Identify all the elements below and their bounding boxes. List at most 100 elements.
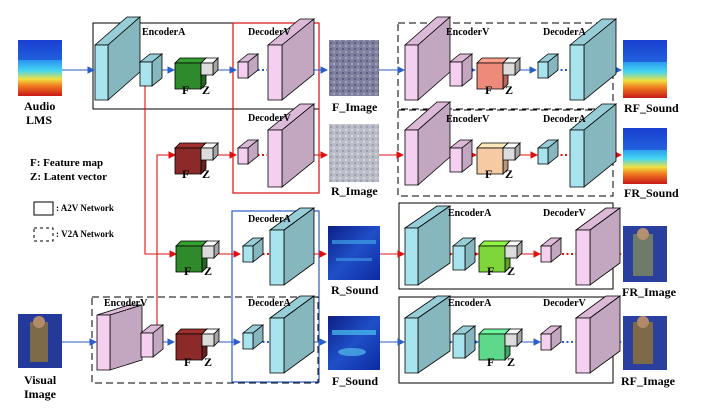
encoder-a-label-row1: EncoderA xyxy=(142,27,186,38)
encoder-v-label-row4: EncoderV xyxy=(104,298,148,309)
decoder-v-label-row2: DecoderV xyxy=(248,113,292,124)
decoder-a-block-rf-2 xyxy=(568,18,618,101)
legend-feature-map: F: Feature map xyxy=(30,157,103,169)
encoder-a-block-rfi-1 xyxy=(403,295,452,374)
decoder-a-block-rf-1 xyxy=(536,53,560,79)
encoder-v-block-1 xyxy=(96,304,143,371)
encoder-a-label-rfi: EncoderA xyxy=(448,298,492,309)
decoder-v-label-rfi: DecoderV xyxy=(543,298,587,309)
decoder-a-block-1 xyxy=(241,237,265,263)
v2a-bottom-box xyxy=(91,296,319,384)
decoder-v-red-box xyxy=(232,22,320,194)
decoder-v-block-fri-2 xyxy=(574,207,622,286)
decoder-v-block-2 xyxy=(266,18,316,101)
legend-latent-vector: Z: Latent vector xyxy=(30,171,107,183)
f-label-fr: F xyxy=(485,167,492,181)
legend-v2a-swatch xyxy=(33,227,54,242)
encoder-v-block-rf-1 xyxy=(403,16,452,101)
decoder-a-label-row3: DecoderA xyxy=(248,214,292,225)
z-label-rf: Z xyxy=(505,83,513,97)
r-image-label: R_Image xyxy=(331,184,378,198)
z-label-fri: Z xyxy=(507,264,515,278)
decoder-a-block-fr-2 xyxy=(568,103,618,188)
fz-row4-f-cube xyxy=(175,328,208,361)
f-image-picture xyxy=(329,40,379,96)
visual-image-label-2: Image xyxy=(24,387,57,401)
audio-lms-label-2: LMS xyxy=(26,113,52,127)
fz-rf-image-z-cube xyxy=(504,328,523,347)
legend-a2v-swatch xyxy=(33,201,54,216)
fz-row4-z-cube xyxy=(201,328,220,347)
fr-sound-label: FR_Sound xyxy=(624,186,679,200)
legend-a2v-network: : A2V Network xyxy=(56,203,114,213)
decoder-v-block-rfi-1 xyxy=(539,325,563,351)
f-label-fri: F xyxy=(487,264,494,278)
f-image-label: F_Image xyxy=(332,100,378,114)
rf-image-label: RF_Image xyxy=(621,374,676,388)
decoder-v-block-fri-1 xyxy=(539,237,563,263)
r-sound-picture xyxy=(328,226,380,280)
f-sound-label: F_Sound xyxy=(332,374,378,388)
rf-sound-label: RF_Sound xyxy=(624,101,679,115)
legend-v2a-network: : V2A Network xyxy=(56,229,114,239)
r-sound-label: R_Sound xyxy=(331,283,379,297)
encoder-v-block-2 xyxy=(139,324,165,358)
f-label-row3: F xyxy=(184,264,191,278)
encoder-a-block-1 xyxy=(93,16,142,101)
f-sound-picture xyxy=(328,316,380,370)
decoder-a-block-2 xyxy=(268,207,316,286)
decoder-v-label-row1: DecoderV xyxy=(248,27,292,38)
encoder-v-block-fr-2 xyxy=(448,139,474,173)
z-label-row3: Z xyxy=(204,264,212,278)
decoder-v-block-rfi-2 xyxy=(574,295,622,374)
fr-image-picture xyxy=(623,226,667,282)
encoder-v-block-fr-1 xyxy=(403,101,452,186)
encoder-v-label-fr: EncoderV xyxy=(446,114,490,125)
z-label-row1: Z xyxy=(202,83,210,97)
fr-sound-picture xyxy=(623,128,667,184)
r-image-picture xyxy=(329,124,379,182)
visual-image-label-1: Visual xyxy=(24,373,57,387)
fz-row2-z-cube xyxy=(200,142,219,161)
f-label-row1: F xyxy=(182,83,189,97)
f-label-row4: F xyxy=(184,355,191,369)
rf-image-picture xyxy=(623,316,667,370)
f-label-rfi: F xyxy=(487,355,494,369)
fr-image-label: FR_Image xyxy=(622,285,677,299)
audio-lms-label-1: Audio xyxy=(24,99,55,113)
encoder-a-block-2 xyxy=(138,53,164,87)
encoder-a-block-rfi-2 xyxy=(451,325,477,359)
encoder-a-block-fri-2 xyxy=(451,237,477,271)
z-label-fr: Z xyxy=(505,167,513,181)
decoder-a-label-row4: DecoderA xyxy=(248,298,292,309)
decoder-a-label-fr: DecoderA xyxy=(543,114,587,125)
decoder-v-block-4 xyxy=(266,103,316,188)
fz-fr-sound-z-cube xyxy=(502,142,521,161)
f-label-row2: F xyxy=(182,167,189,181)
rf-sound-picture xyxy=(623,40,667,98)
encoder-a-block-fri-1 xyxy=(403,205,452,286)
z-label-row4: Z xyxy=(204,355,212,369)
decoder-v-block-1 xyxy=(236,53,260,79)
fz-row3-z-cube xyxy=(201,240,220,259)
f-label-rf: F xyxy=(485,83,492,97)
encoder-v-block-rf-2 xyxy=(448,53,474,87)
encoder-a-label-fri: EncoderA xyxy=(448,208,492,219)
z-label-row2: Z xyxy=(202,167,210,181)
decoder-a-block-fr-1 xyxy=(536,139,560,165)
decoder-a-block-4 xyxy=(268,295,316,374)
encoder-v-label-rf: EncoderV xyxy=(446,27,490,38)
text-labels: EncoderA DecoderV DecoderV DecoderA Enco… xyxy=(24,27,679,401)
decoder-a-blue-box xyxy=(231,210,320,383)
fz-row1-z-cube xyxy=(200,57,219,76)
decoder-v-label-fri: DecoderV xyxy=(543,208,587,219)
fz-rf-sound-z-cube xyxy=(502,57,521,76)
audio-lms-image xyxy=(18,40,62,96)
z-label-rfi: Z xyxy=(507,355,515,369)
visual-image xyxy=(18,314,62,368)
decoder-a-block-3 xyxy=(241,324,265,350)
fz-fr-image-z-cube xyxy=(504,240,523,259)
decoder-a-label-rf: DecoderA xyxy=(543,27,587,38)
decoder-v-block-3 xyxy=(236,139,260,165)
